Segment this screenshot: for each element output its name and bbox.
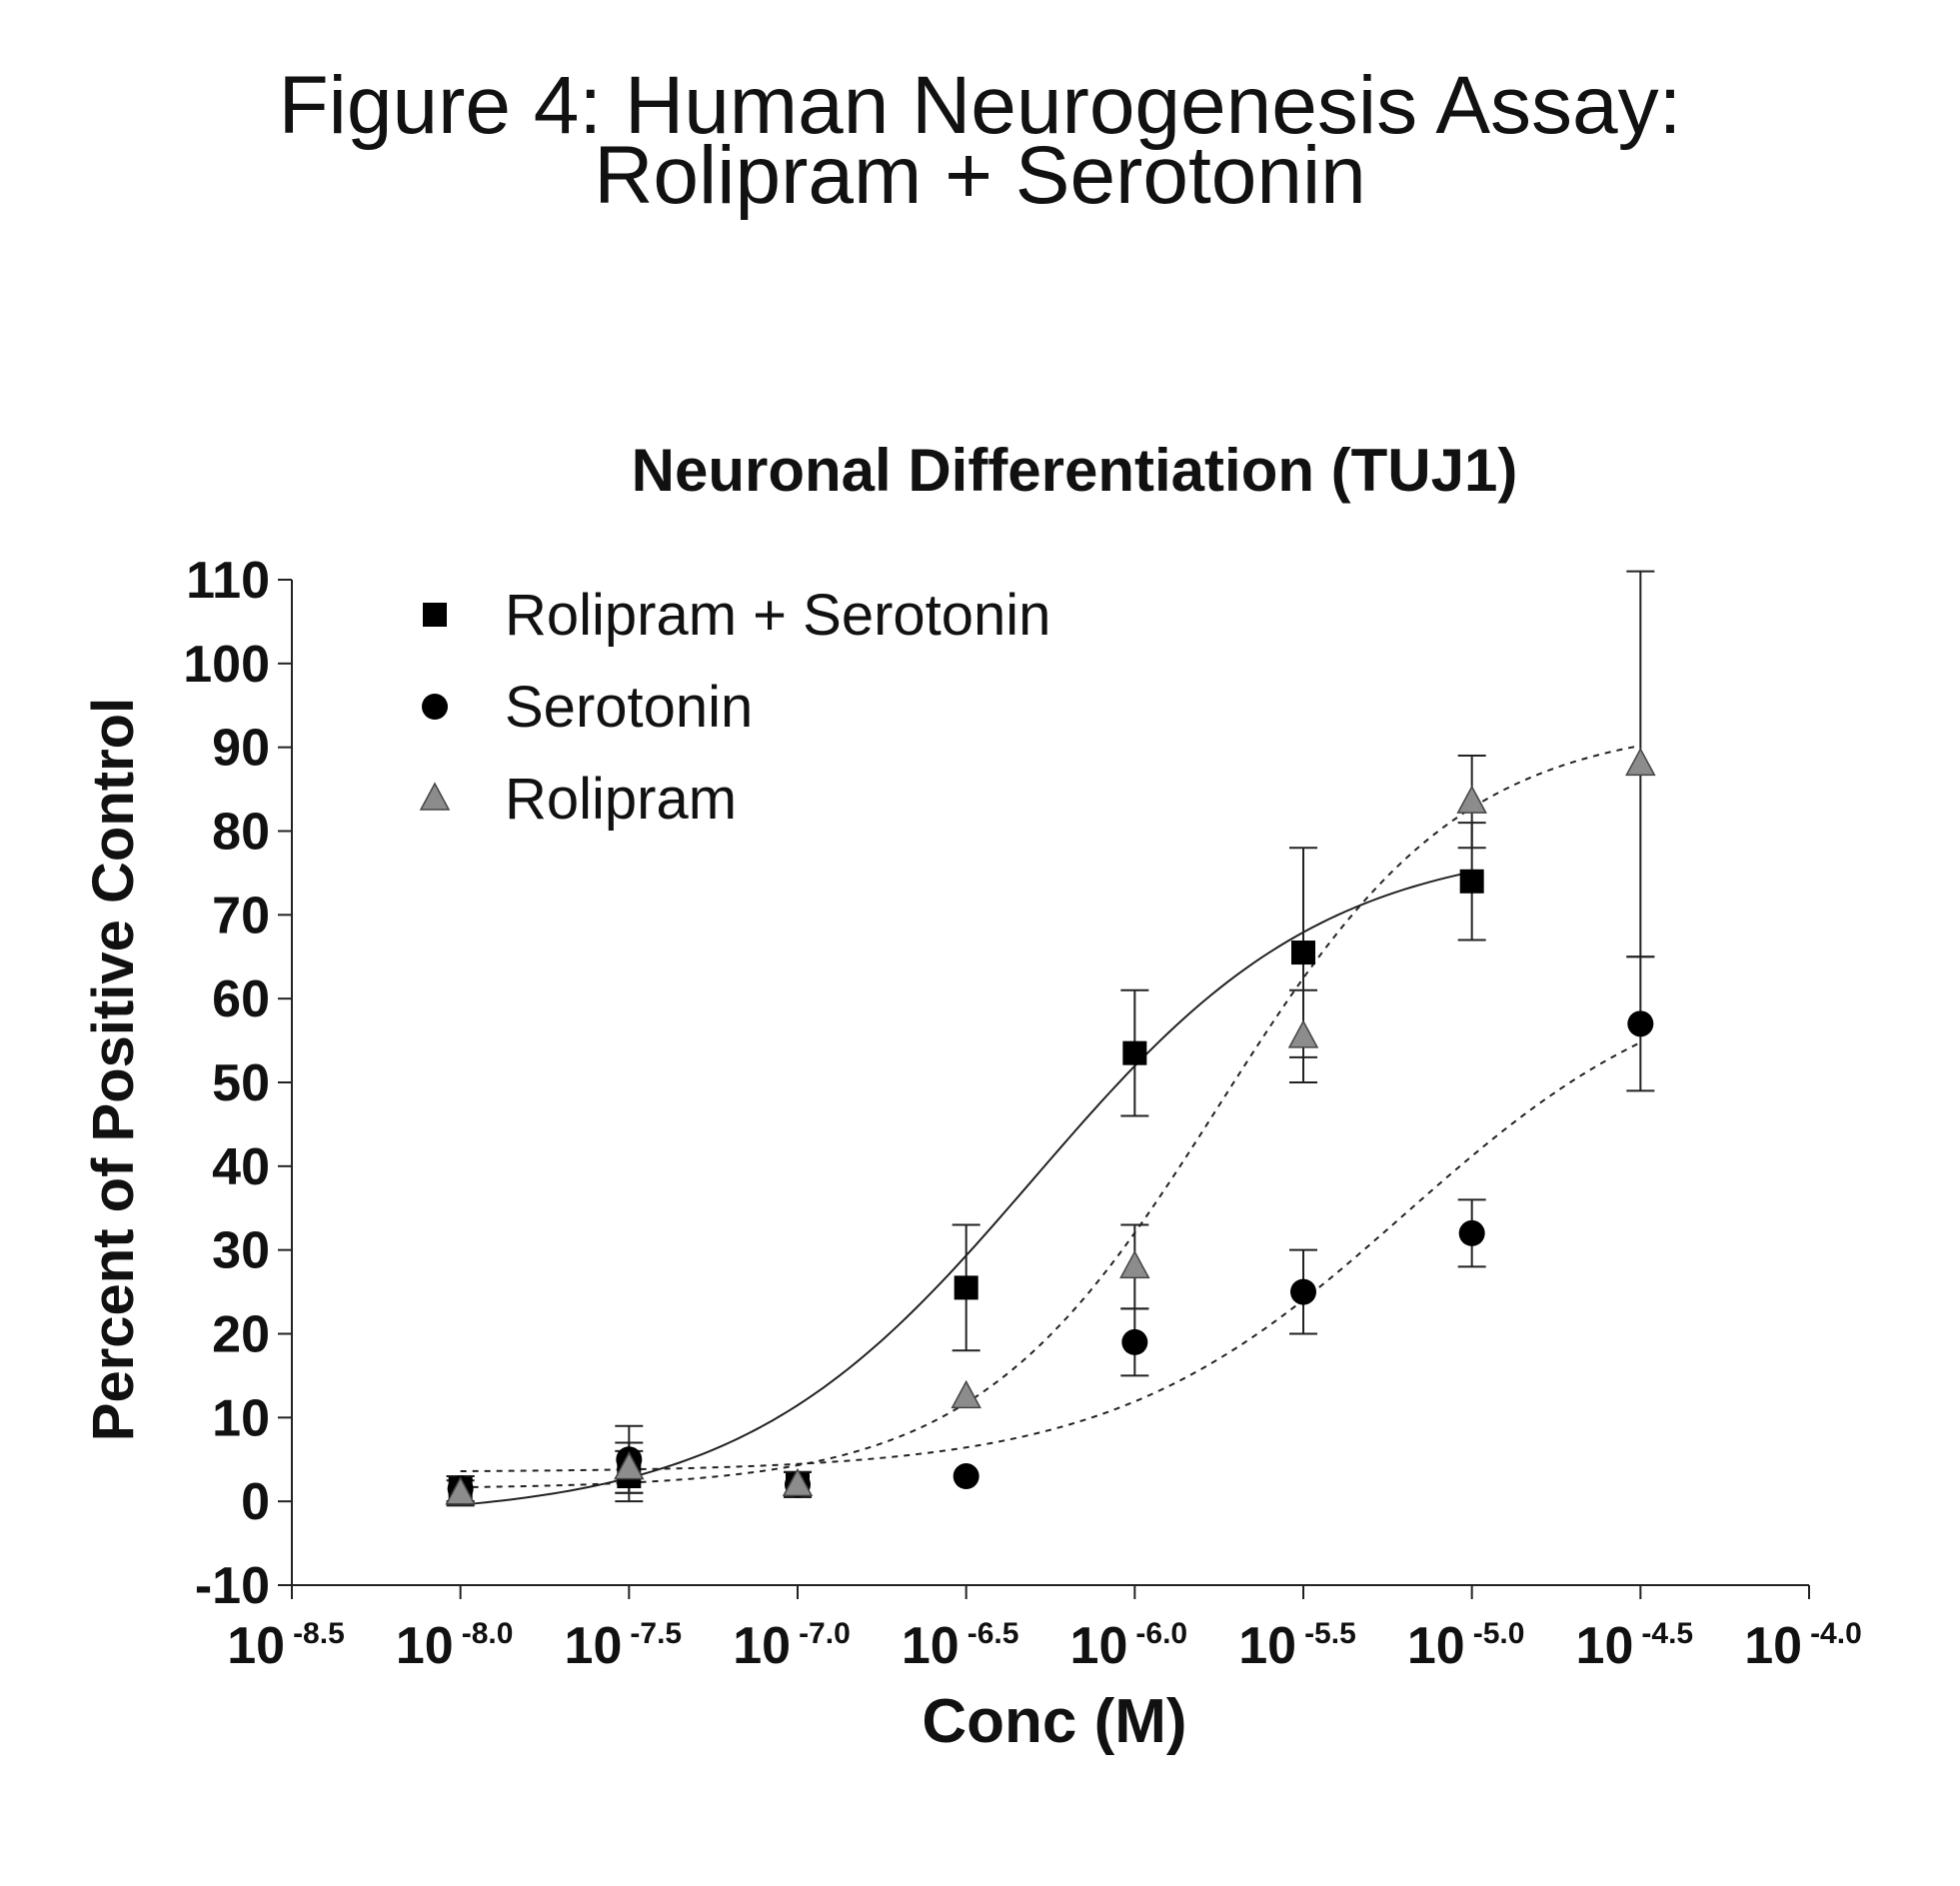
chart-title: Neuronal Differentiation (TUJ1) [632,437,1518,504]
marker-circle [1627,1010,1653,1036]
marker-triangle [1458,787,1486,813]
legend-label: Rolipram + Serotonin [505,583,1050,648]
y-tick-label: 80 [212,804,270,862]
y-tick-label: 20 [212,1306,270,1364]
x-tick-label: 10-8.5 [227,1617,345,1675]
x-tick-label: 10-7.5 [565,1617,683,1675]
marker-circle [1459,1220,1485,1246]
y-axis-label: Percent of Positive Control [81,698,146,1441]
y-tick-label: 100 [183,636,270,694]
axes: -10 0 10 20 30 40 50 60 70 80 90 100 110 10-8.5 10-8.0… [183,552,1862,1675]
data-markers [447,749,1655,1503]
x-axis-label: Conc (M) [922,1687,1186,1756]
x-tick-label: 10-5.5 [1238,1617,1356,1675]
x-tick-label: 10-8.0 [396,1617,514,1675]
marker-square [1291,941,1315,964]
fit-curves [461,746,1641,1505]
marker-circle [954,1463,980,1489]
legend-marker-square [423,603,447,627]
y-tick-label: -10 [195,1557,270,1615]
y-tick-label: 50 [212,1054,270,1112]
x-tick-label: 10-4.5 [1576,1617,1694,1675]
legend-label: Rolipram [505,767,737,832]
legend-marker-circle [422,694,448,720]
y-tick-label: 110 [186,552,270,610]
x-tick-label: 10-6.0 [1070,1617,1188,1675]
marker-triangle [1289,1021,1317,1047]
legend: Rolipram + Serotonin Serotonin Rolipram [421,583,1050,832]
x-tick-label: 10-6.5 [902,1617,1019,1675]
marker-triangle [953,1381,980,1407]
y-tick-label: 0 [241,1473,270,1531]
y-tick-label: 60 [212,970,270,1028]
fit-curve [461,1042,1641,1471]
y-tick-label: 70 [212,887,270,944]
marker-circle [1121,1329,1147,1355]
x-tick-label: 10-5.0 [1407,1617,1525,1675]
legend-marker-triangle [421,784,449,810]
marker-square [955,1275,979,1299]
marker-square [1122,1041,1146,1065]
y-tick-label: 30 [212,1222,270,1280]
y-tick-label: 10 [212,1389,270,1447]
marker-circle [1290,1279,1316,1305]
marker-square [1460,870,1484,894]
marker-triangle [1626,749,1654,775]
legend-label: Serotonin [505,675,753,740]
x-tick-label: 10-7.0 [733,1617,851,1675]
y-tick-label: 90 [212,720,270,778]
fit-curve [461,746,1641,1487]
fit-curve [461,872,1472,1504]
marker-triangle [1120,1251,1148,1277]
y-tick-label: 40 [212,1138,270,1196]
x-tick-label: 10-4.0 [1744,1617,1862,1675]
